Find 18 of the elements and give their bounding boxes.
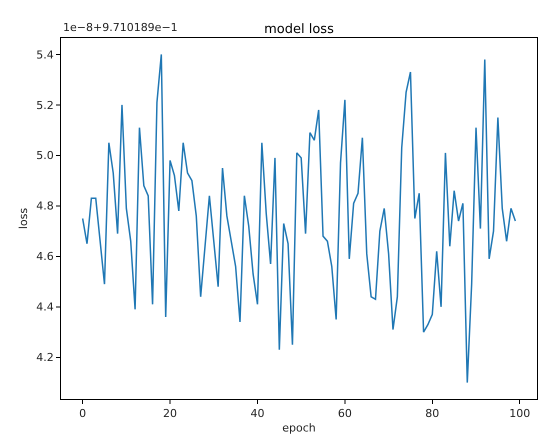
line-series bbox=[82, 54, 516, 384]
x-tick-label: 0 bbox=[79, 407, 86, 420]
x-tick-label: 40 bbox=[250, 407, 264, 420]
y-tick-label: 4.4 bbox=[36, 300, 54, 314]
x-axis-title: epoch bbox=[282, 421, 316, 434]
y-tick-label: 4.6 bbox=[36, 250, 54, 264]
x-tick-label: 100 bbox=[509, 407, 530, 420]
x-tick-label: 60 bbox=[338, 407, 352, 420]
y-tick-label: 4.2 bbox=[36, 351, 54, 364]
x-tick-label: 80 bbox=[425, 407, 440, 420]
x-tick-label: 20 bbox=[163, 407, 178, 420]
chart-title: model loss bbox=[264, 22, 334, 38]
y-tick-label: 4.8 bbox=[36, 200, 54, 213]
y-axis-title: loss bbox=[16, 208, 30, 230]
y-tick-label: 5.4 bbox=[36, 48, 54, 62]
y-tick-label: 5.2 bbox=[36, 98, 54, 112]
text: 1e−8+9.710189e−1 bbox=[63, 21, 178, 34]
y-tick-label: 5.0 bbox=[36, 149, 54, 162]
